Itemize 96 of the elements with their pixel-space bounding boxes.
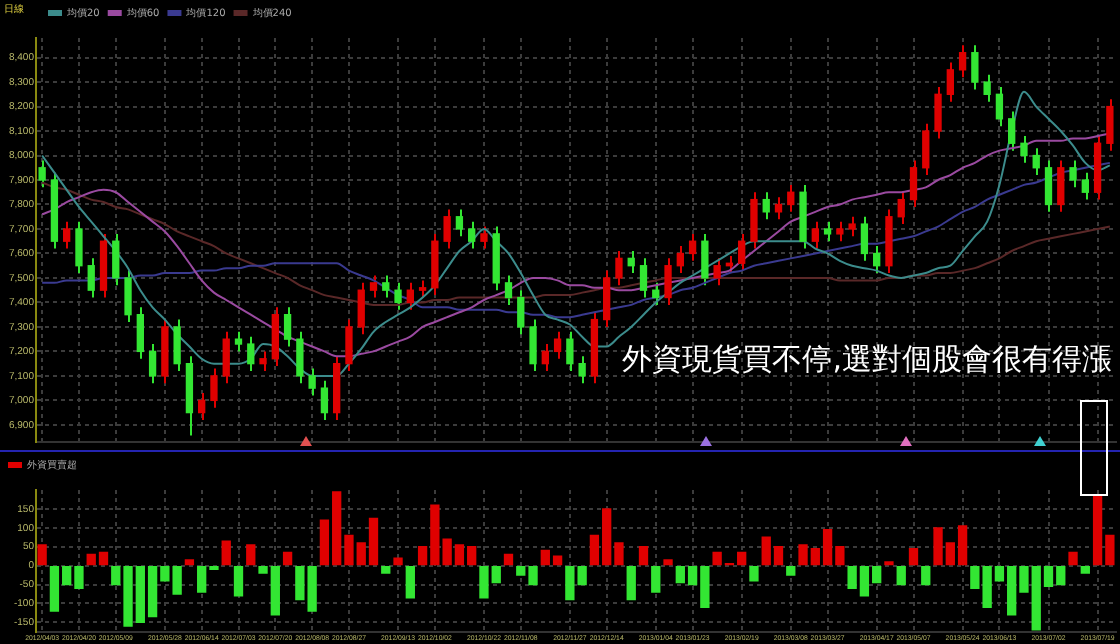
bar [908,547,919,566]
candlestick [676,245,684,275]
candlestick [958,44,967,79]
candlestick [688,232,697,262]
candlestick [1106,98,1114,152]
candlestick [664,257,672,306]
candlestick [296,330,304,385]
annotation: 外資現貨買不停,選對個股會很有得漲 [622,340,1112,377]
candlestick [394,281,402,311]
candlestick [308,367,316,397]
bar [246,544,256,566]
candlestick [1057,159,1065,213]
candlestick [468,220,476,250]
bar [651,565,661,593]
candlestick [1081,171,1089,201]
candlestick [357,281,365,336]
candlestick [406,281,414,311]
candlestick [443,208,451,250]
bar [921,565,931,586]
bar [393,557,403,566]
bar [663,559,673,566]
candlestick [811,220,819,250]
candlestick [995,85,1004,128]
bar [221,540,231,566]
candlestick [934,85,942,140]
bar [638,546,649,566]
candlestick [259,350,267,372]
candlestick [713,257,721,287]
bar [37,544,47,566]
candlestick [774,196,783,221]
candlestick [897,191,905,226]
candlestick [382,274,390,299]
candlestick [529,318,537,372]
candlestick [173,318,181,372]
candlestick [63,220,71,250]
bar [1068,551,1078,566]
candlestick [836,220,844,243]
candlestick [247,335,255,372]
candlestick [860,215,869,262]
candlestick [701,232,709,287]
candlestick [234,330,243,353]
candlestick [271,306,279,368]
bar [786,565,796,576]
candlestick [787,183,795,213]
bar [184,559,195,566]
bar [233,565,244,597]
candlestick [1069,159,1077,189]
candlestick [345,318,353,372]
candlestick [148,343,157,385]
bar [381,565,391,574]
candlestick [873,245,881,275]
candlestick [1008,110,1016,152]
candlestick [369,274,378,299]
bar [282,551,293,566]
candlestick [615,250,623,287]
candlestick [87,257,95,299]
candlestick [1020,134,1028,164]
candlestick [639,257,648,299]
candlestick [283,306,292,348]
bar [626,565,636,601]
candlestick [922,122,930,177]
candlestick [553,330,562,360]
candlestick [983,73,991,103]
candlestick [541,343,549,372]
bar [749,565,759,582]
bar [503,553,514,566]
candlestick [1032,147,1040,177]
candlestick [762,191,770,221]
bar [405,565,415,599]
candlestick [946,61,954,103]
candlestick [738,232,746,272]
candlestick [517,289,525,336]
candlestick [222,330,230,385]
candlestick [603,269,611,328]
bar [1080,565,1090,574]
candlestick [750,191,758,250]
candlestick [136,306,144,360]
candlestick [480,225,488,250]
candlestick [971,44,979,91]
candlestick [1044,159,1053,213]
candlestick [848,215,856,238]
candlestick [198,392,206,421]
candlestick [210,367,218,409]
candlestick [455,208,464,238]
candlestick [431,232,439,297]
candlestick [566,330,574,372]
candlestick [823,220,832,243]
candlestick [75,220,83,275]
bar [896,565,906,586]
candlestick [909,159,918,208]
candlestick [320,379,329,421]
candlestick [504,274,513,306]
candlestick [38,159,46,189]
candlestick [578,355,586,385]
candlestick [112,232,120,287]
candlestick [124,269,132,324]
